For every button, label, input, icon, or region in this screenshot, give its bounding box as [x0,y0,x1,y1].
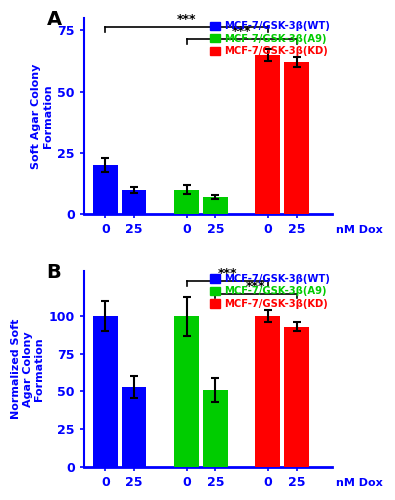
Bar [203,197,228,214]
Text: nM Dox: nM Dox [336,225,383,235]
Bar [203,390,228,467]
Bar [256,316,280,467]
Bar [284,326,309,467]
Y-axis label: Normalized Soft
Agar Colony
Formation: Normalized Soft Agar Colony Formation [11,318,44,419]
Bar [93,165,118,214]
Bar [174,316,199,467]
Text: B: B [47,263,61,282]
Text: A: A [47,10,62,29]
Legend: MCF-7/GSK-3β(WT), MCF-7/GSK-3β(A9), MCF-7/GSK-3β(KD): MCF-7/GSK-3β(WT), MCF-7/GSK-3β(A9), MCF-… [210,21,330,56]
Text: ***: *** [177,12,196,26]
Legend: MCF-7/GSK-3β(WT), MCF-7/GSK-3β(A9), MCF-7/GSK-3β(KD): MCF-7/GSK-3β(WT), MCF-7/GSK-3β(A9), MCF-… [210,274,330,309]
Text: ***: *** [246,280,266,292]
Bar [174,190,199,214]
Bar [122,190,147,214]
Text: ***: *** [218,268,237,280]
Y-axis label: Soft Agar Colony
Formation: Soft Agar Colony Formation [32,64,53,169]
Text: nM Dox: nM Dox [336,478,383,488]
Bar [93,316,118,467]
Text: ***: *** [232,25,251,38]
Bar [284,62,309,214]
Bar [122,387,147,467]
Bar [256,55,280,214]
